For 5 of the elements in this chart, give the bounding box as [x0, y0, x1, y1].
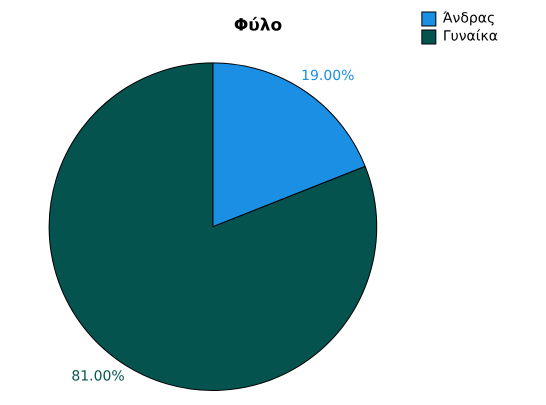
legend-label: Άνδρας — [442, 10, 496, 27]
legend-label: Γυναίκα — [442, 28, 498, 45]
data-label: 19.00% — [301, 68, 354, 84]
chart-title: Φύλο — [234, 16, 282, 36]
data-label: 81.00% — [71, 368, 125, 385]
